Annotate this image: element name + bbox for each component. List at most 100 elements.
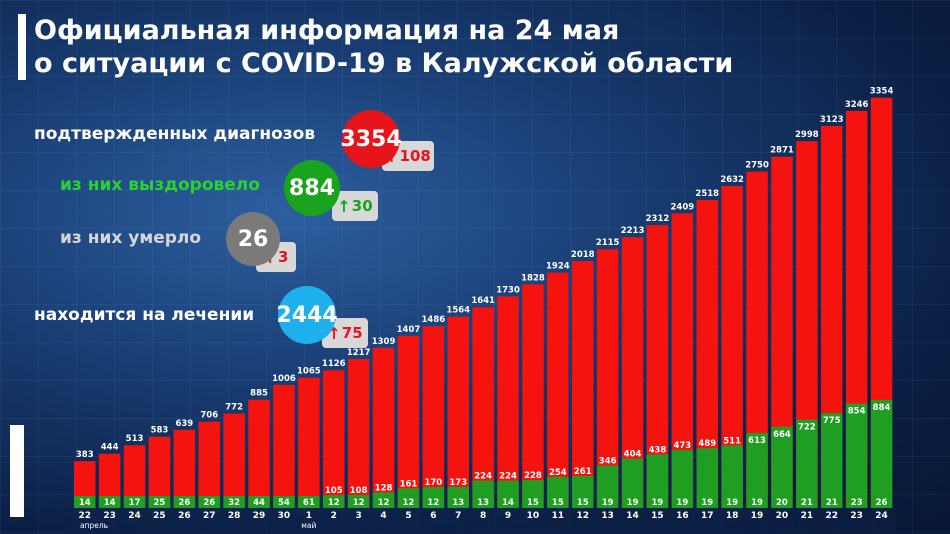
total-value-label: 2409	[671, 202, 695, 212]
recovered-value-label: 44	[253, 498, 265, 508]
died-delta: 3	[277, 248, 289, 266]
total-bar	[572, 261, 594, 508]
recovered-value-label: 14	[79, 498, 91, 508]
confirmed-value: 3354	[340, 126, 402, 152]
recovered-value-label: 224	[474, 472, 492, 482]
total-bar	[447, 316, 469, 508]
recovered-value-label: 613	[748, 436, 766, 446]
died-value-label: 14	[502, 498, 514, 508]
recovered-bar	[696, 448, 718, 508]
total-value-label: 3354	[870, 87, 894, 97]
x-tick-label: 5	[405, 511, 411, 521]
total-bar	[472, 307, 494, 508]
recovered-bar	[845, 403, 868, 508]
x-tick-label: 27	[203, 511, 216, 521]
recovered-bar	[323, 495, 345, 508]
total-bar	[522, 284, 544, 508]
recovered-value-label: 161	[400, 479, 418, 489]
recovered-bar	[273, 496, 295, 508]
total-bar	[372, 347, 395, 508]
recovered-value: 884	[289, 175, 335, 201]
total-value-label: 444	[101, 443, 119, 453]
x-tick-label: 13	[601, 511, 614, 521]
total-value-label: 1486	[422, 315, 446, 325]
x-tick-label: 10	[527, 511, 540, 521]
title-line-1: Официальная информация на 24 мая	[34, 15, 620, 46]
total-bar	[671, 213, 694, 508]
total-value-label: 1407	[397, 325, 421, 335]
died-value-label: 19	[652, 498, 664, 508]
died-value-label: 12	[353, 498, 365, 508]
recovered-bar	[98, 496, 121, 508]
total-bar	[621, 237, 644, 508]
total-bar	[746, 171, 768, 508]
died-value-label: 26	[876, 498, 888, 508]
recovered-bar	[721, 445, 743, 508]
recovered-value-label: 224	[499, 472, 517, 482]
recovered-value-label: 173	[449, 478, 467, 488]
total-value-label: 1309	[372, 337, 396, 347]
recovered-bar	[74, 496, 96, 508]
total-value-label: 583	[151, 426, 169, 436]
recovered-value-label: 775	[823, 416, 841, 426]
recovered-bar	[870, 399, 893, 508]
x-tick-label: 11	[552, 511, 565, 521]
x-tick-label: 4	[380, 511, 386, 521]
total-value-label: 885	[250, 389, 268, 399]
total-bar	[223, 413, 245, 508]
died-value-label: 15	[552, 498, 564, 508]
title-accent-bar	[18, 14, 26, 80]
x-tick-label: 9	[505, 511, 511, 521]
recovered-bar	[347, 494, 370, 508]
treatment-value: 2444	[276, 302, 338, 328]
total-bar	[123, 445, 146, 508]
recovered-value-label: 261	[574, 467, 592, 477]
total-bar	[596, 249, 619, 509]
recovered-bar	[572, 476, 594, 508]
total-value-label: 772	[225, 403, 243, 413]
died-value-label: 21	[826, 498, 838, 508]
recovered-value-label: 511	[723, 436, 741, 446]
recovered-bar	[497, 480, 519, 508]
total-bar	[323, 370, 345, 508]
recovered-bar	[522, 480, 544, 508]
x-tick-label: 14	[626, 511, 639, 521]
died-value: 26	[237, 226, 269, 252]
total-bar	[646, 225, 669, 508]
recovered-bar	[173, 496, 196, 508]
total-bar	[173, 429, 196, 508]
recovered-value-label: 473	[673, 441, 691, 451]
total-value-label: 2998	[795, 130, 819, 140]
died-value-label: 19	[726, 498, 738, 508]
x-tick-label: 23	[103, 511, 116, 521]
confirmed-delta: 108	[399, 147, 431, 165]
total-bar	[771, 156, 793, 508]
recovered-value-label: 438	[649, 445, 667, 455]
total-bar	[298, 377, 320, 508]
recovered-value-label: 108	[350, 486, 368, 496]
total-bar	[198, 421, 220, 508]
recovered-value-label: 17	[129, 498, 141, 508]
total-value-label: 706	[200, 411, 218, 421]
recovered-value-label: 26	[203, 498, 215, 508]
recovered-value-label: 26	[178, 498, 190, 508]
recovered-value-label: 61	[303, 498, 315, 508]
recovered-value-label: 128	[375, 483, 393, 493]
x-tick-label: 2	[331, 511, 337, 521]
recovered-value-label: 105	[325, 486, 343, 496]
x-tick-label: 8	[480, 511, 486, 521]
recovered-bar	[646, 454, 669, 508]
total-value-label: 1564	[446, 306, 470, 316]
recovered-bar	[671, 450, 694, 508]
total-value-label: 2312	[646, 214, 670, 224]
x-tick-label: 29	[253, 511, 266, 521]
total-value-label: 1828	[521, 273, 545, 283]
x-tick-label: 17	[701, 511, 714, 521]
recovered-label: из них выздоровело	[60, 175, 260, 195]
total-bar	[397, 335, 420, 508]
month-label-may: май	[301, 521, 316, 530]
recovered-value-label: 25	[154, 498, 166, 508]
recovered-value-label: 854	[848, 407, 866, 417]
recovered-value-label: 722	[798, 423, 816, 433]
